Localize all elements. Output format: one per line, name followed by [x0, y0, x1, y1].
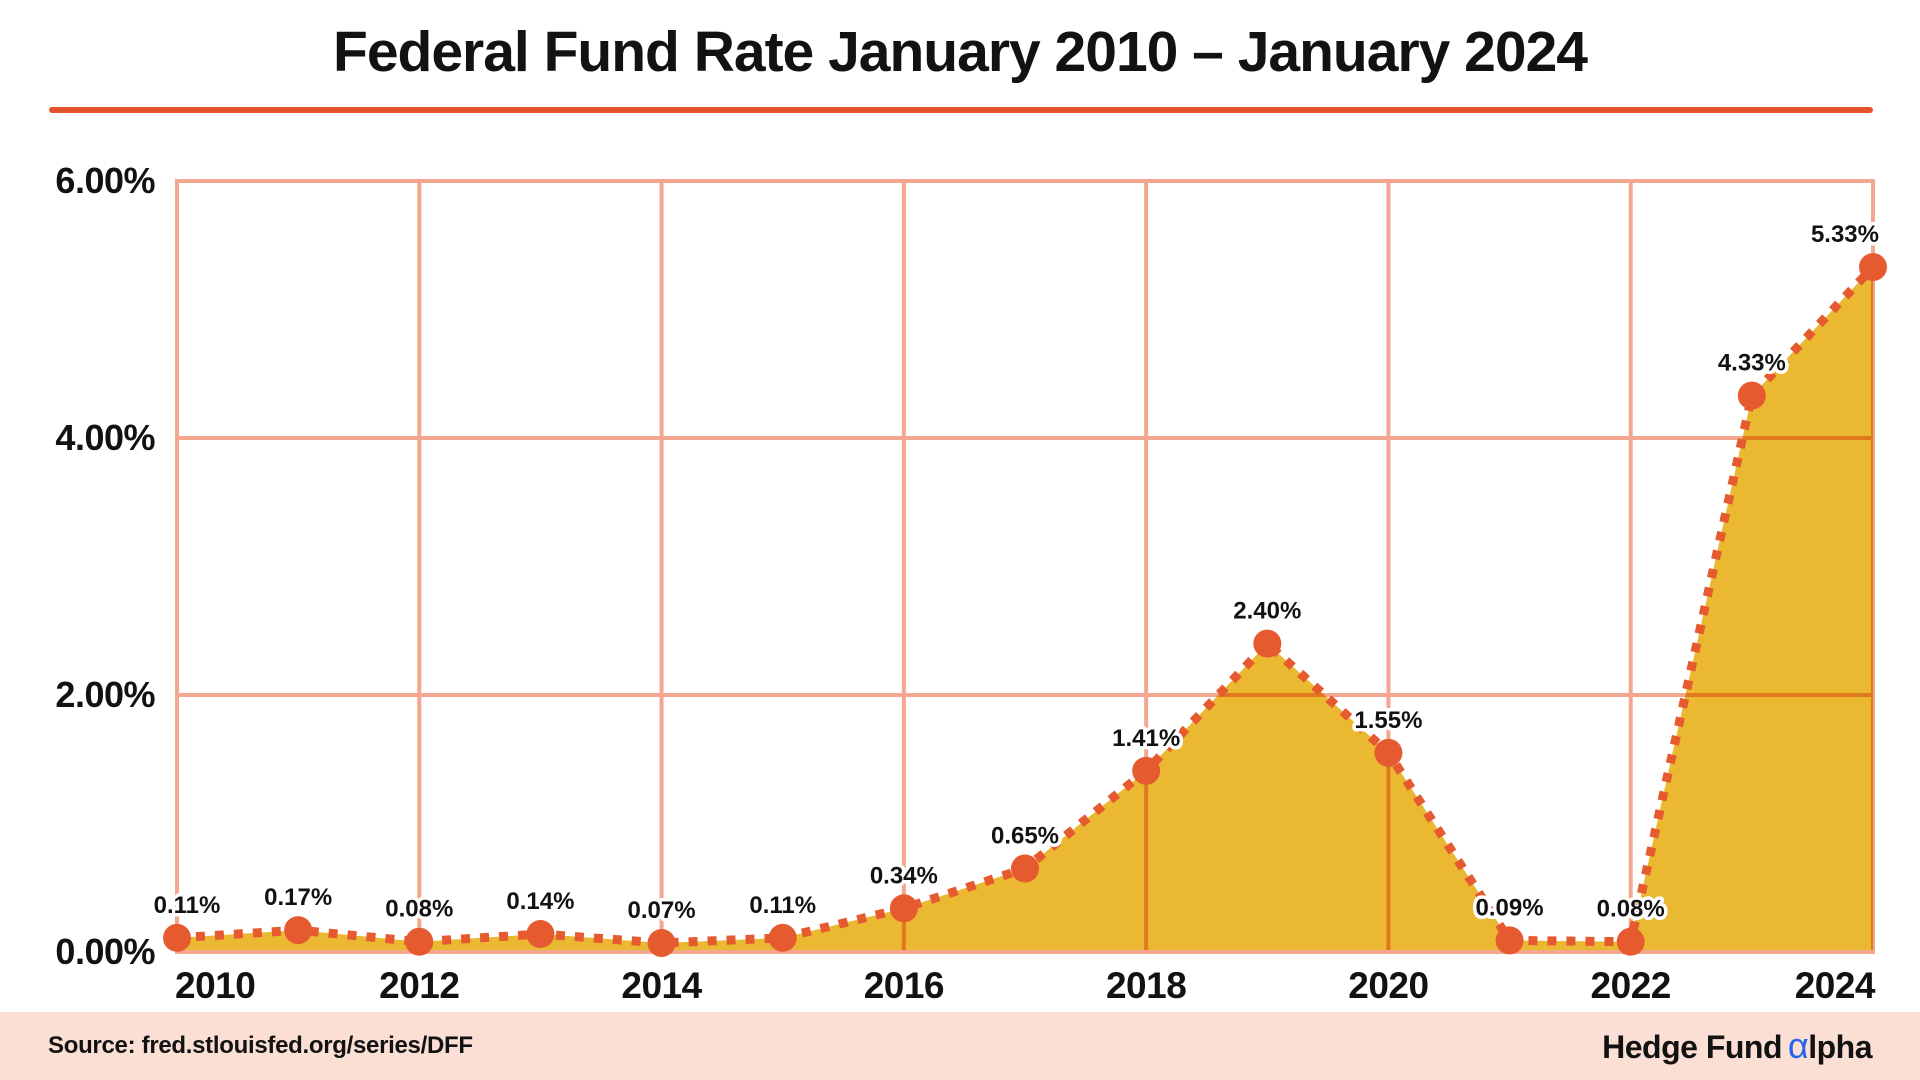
data-point-2010 [163, 923, 191, 952]
x-tick-label-2012: 2012 [379, 965, 459, 1006]
data-point-label-2013: 0.14% [506, 888, 574, 915]
data-point-label-2022: 0.08% [1597, 896, 1665, 923]
x-tick-label-2020: 2020 [1348, 965, 1428, 1006]
data-point-2022 [1616, 927, 1645, 956]
x-tick-label-2022: 2022 [1591, 965, 1671, 1006]
data-point-label-2016: 0.34% [870, 862, 938, 889]
data-point-2016 [889, 894, 918, 923]
data-point-2024 [1859, 253, 1887, 282]
source-note: Source: fred.stlouisfed.org/series/DFF [48, 1032, 473, 1059]
data-point-label-2021: 0.09% [1476, 894, 1544, 921]
data-point-label-2010: 0.11% [154, 892, 221, 919]
x-tick-label-2024: 2024 [1795, 965, 1876, 1006]
data-point-2017 [1011, 854, 1039, 883]
data-point-label-2012: 0.08% [385, 896, 453, 923]
x-tick-label-2010: 2010 [175, 965, 255, 1006]
x-tick-label-2014: 2014 [621, 965, 702, 1006]
data-point-label-2017: 0.65% [991, 822, 1059, 849]
chart-title: Federal Fund Rate January 2010 – January… [333, 20, 1588, 84]
data-point-2012 [405, 927, 434, 956]
data-point-label-2024: 5.33% [1811, 221, 1879, 248]
data-point-2014 [647, 929, 676, 958]
data-point-label-2019: 2.40% [1233, 598, 1301, 625]
data-point-label-2020: 1.55% [1354, 707, 1422, 734]
area-fill [177, 267, 1873, 953]
brand-logo: Hedge Fund αlpha [1602, 1025, 1872, 1067]
data-point-2020 [1374, 738, 1403, 767]
fed-rate-area-chart: 0.11% 0.17% 0.08% 0.14% 0.07% 0.11% 0.34% 0.65%… [55, 160, 1887, 1006]
data-point-2021 [1495, 926, 1524, 955]
x-tick-label-2016: 2016 [864, 965, 944, 1006]
x-tick-label-2018: 2018 [1106, 965, 1186, 1006]
y-tick-label-2.00%: 2.00% [55, 674, 155, 715]
data-point-2018 [1132, 756, 1161, 785]
data-point-2019 [1253, 629, 1282, 658]
chart-area: 0.11% 0.17% 0.08% 0.14% 0.07% 0.11% 0.34% 0.65%… [0, 130, 1920, 1012]
data-point-2011 [284, 916, 313, 945]
y-tick-label-6.00%: 6.00% [55, 160, 155, 201]
logo-text-lpha: lpha [1808, 1029, 1872, 1065]
y-tick-label-4.00%: 4.00% [55, 417, 155, 458]
footer-bar: Source: fred.stlouisfed.org/series/DFF H… [0, 1012, 1920, 1080]
data-point-label-2014: 0.07% [628, 897, 696, 924]
y-tick-label-0.00%: 0.00% [55, 931, 155, 972]
logo-alpha-glyph: α [1787, 1025, 1809, 1066]
data-point-2013 [526, 920, 555, 949]
data-point-label-2018: 1.41% [1112, 725, 1180, 752]
data-point-2023 [1737, 381, 1766, 410]
title-underline [49, 107, 1873, 113]
logo-text-hedge-fund: Hedge Fund [1602, 1029, 1782, 1065]
gridlines [175, 179, 1875, 954]
data-point-label-2015: 0.11% [749, 892, 816, 919]
data-point-label-2023: 4.33% [1718, 350, 1786, 377]
data-point-2015 [768, 923, 797, 952]
data-point-label-2011: 0.17% [264, 884, 332, 911]
